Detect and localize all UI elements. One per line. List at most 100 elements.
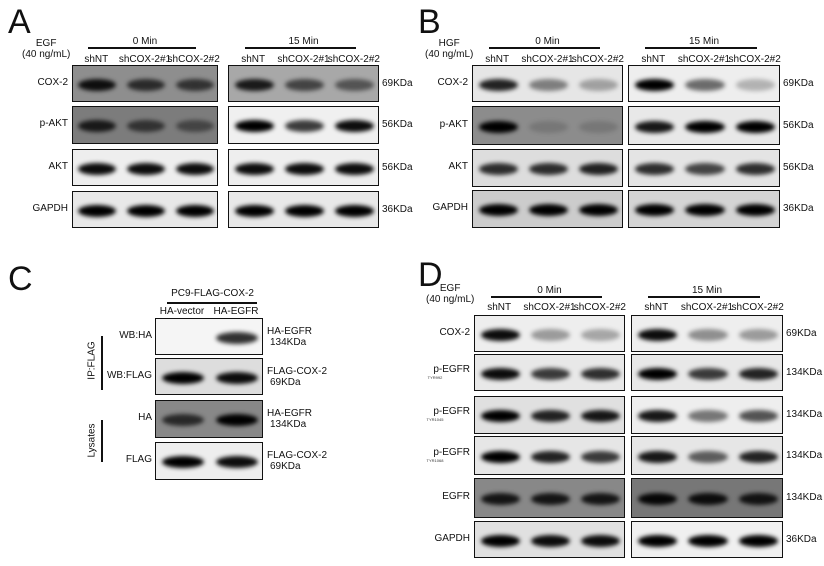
protein-band [738, 328, 779, 341]
protein-band [581, 410, 621, 422]
protein-band [688, 493, 728, 505]
protein-band [161, 456, 205, 468]
protein-band [688, 367, 728, 380]
protein-band [579, 78, 619, 91]
row-label-text: GAPDH [32, 202, 68, 214]
side-group-label: IP:FLAG [86, 341, 98, 380]
lane-label: shCOX-2#1 [523, 302, 576, 313]
row-label-text: WB:HA [119, 329, 152, 341]
group-line [647, 296, 761, 298]
lane-label: shCOX-2#1 [277, 54, 330, 65]
treatment-line: HGF [438, 38, 460, 49]
row-label-text: EGFR [442, 491, 470, 502]
lane-label: shNT [84, 54, 109, 65]
blot-cox-2 [474, 315, 625, 352]
kda-label: 36KDa [382, 203, 413, 215]
kda-label: 56KDa [783, 119, 814, 131]
kda-label: 134KDa [786, 366, 823, 378]
lane-label: shNT [241, 54, 266, 65]
blot-p-akt [72, 106, 218, 144]
group-label: 0 Min [535, 36, 560, 47]
blot-cox-2 [628, 65, 780, 102]
protein-band [528, 163, 569, 175]
protein-band [175, 204, 214, 217]
side-group-line [101, 420, 103, 462]
row-label-text: COX-2 [439, 326, 470, 338]
kda-label: 69KDa [783, 77, 814, 89]
blot-wb-ha [155, 318, 263, 355]
row-label-text: GAPDH [432, 202, 468, 213]
kda-line: 69KDa [270, 461, 301, 472]
lane-label: shCOX-2#1 [680, 302, 734, 313]
row-label: p-AKT [0, 118, 68, 129]
protein-band [579, 204, 619, 216]
treatment-label: EGF (40 ng/mL) [22, 38, 70, 60]
lane-label: shCOX-2#2 [167, 54, 220, 65]
kda-line: 134KDa [270, 336, 307, 348]
protein-band [234, 120, 274, 132]
row-label: WB:FLAG [82, 370, 152, 381]
treatment-line: (40 ng/mL) [22, 49, 71, 60]
row-label: EGFR [400, 491, 470, 502]
treatment-label: HGF (40 ng/mL) [425, 38, 473, 60]
protein-band [581, 367, 621, 380]
protein-band [637, 493, 678, 505]
row-label-text: WB:FLAG [106, 369, 152, 381]
kda-label: 36KDa [783, 203, 814, 214]
blot-gapdh [72, 191, 218, 228]
protein-band [735, 163, 776, 175]
kda-line: FLAG-COX-2 [267, 450, 328, 461]
protein-band [637, 450, 678, 463]
blot-gapdh [631, 521, 783, 558]
protein-band [738, 367, 779, 380]
blot-p-egfr [474, 354, 625, 391]
protein-band [215, 414, 259, 426]
protein-band [175, 78, 214, 91]
protein-band [480, 450, 520, 463]
row-label: p-EGFR TYR1068 [400, 447, 470, 463]
protein-band [579, 163, 619, 175]
kda-line: FLAG-COX-2 [267, 365, 328, 377]
protein-band [530, 367, 571, 380]
protein-band [685, 204, 725, 216]
row-label: AKT [398, 161, 468, 172]
blot-p-akt [628, 106, 780, 145]
blot-cox-2 [72, 65, 218, 102]
kda-label: HA-EGFR 134KDa [267, 408, 312, 430]
protein-band [234, 162, 274, 175]
protein-band [335, 120, 375, 132]
panel-letter: A [8, 3, 31, 41]
protein-band [530, 534, 571, 547]
row-label: GAPDH [398, 202, 468, 213]
treatment-line: EGF [439, 283, 461, 294]
protein-band [738, 450, 779, 463]
protein-band [637, 534, 678, 547]
protein-band [688, 450, 728, 463]
kda-label: 56KDa [382, 119, 413, 130]
protein-band [284, 120, 325, 132]
protein-band [480, 534, 520, 547]
treatment-line: EGF [35, 38, 57, 49]
row-label: p-EGFR TYR1045 [400, 406, 470, 422]
row-label: WB:HA [82, 330, 152, 341]
row-label: p-EGFR TYR992 [400, 364, 470, 380]
blot-gapdh [628, 190, 780, 228]
protein-band [78, 120, 117, 132]
group-line [488, 47, 601, 49]
protein-band [685, 78, 725, 91]
blot-p-egfr [474, 396, 625, 434]
lane-label: shCOX-2#1 [521, 54, 574, 65]
blot-egfr [474, 478, 625, 518]
blot-p-egfr [631, 354, 783, 391]
kda-label: 36KDa [786, 533, 817, 545]
blot-egfr [631, 478, 783, 518]
protein-band [530, 493, 571, 505]
protein-band [634, 78, 675, 91]
protein-band [528, 204, 569, 216]
protein-band [738, 534, 779, 547]
protein-band [530, 328, 571, 341]
lane-label: shNT [644, 302, 669, 313]
protein-band [581, 534, 621, 547]
protein-band [127, 78, 165, 91]
kda-label: 56KDa [783, 162, 814, 173]
